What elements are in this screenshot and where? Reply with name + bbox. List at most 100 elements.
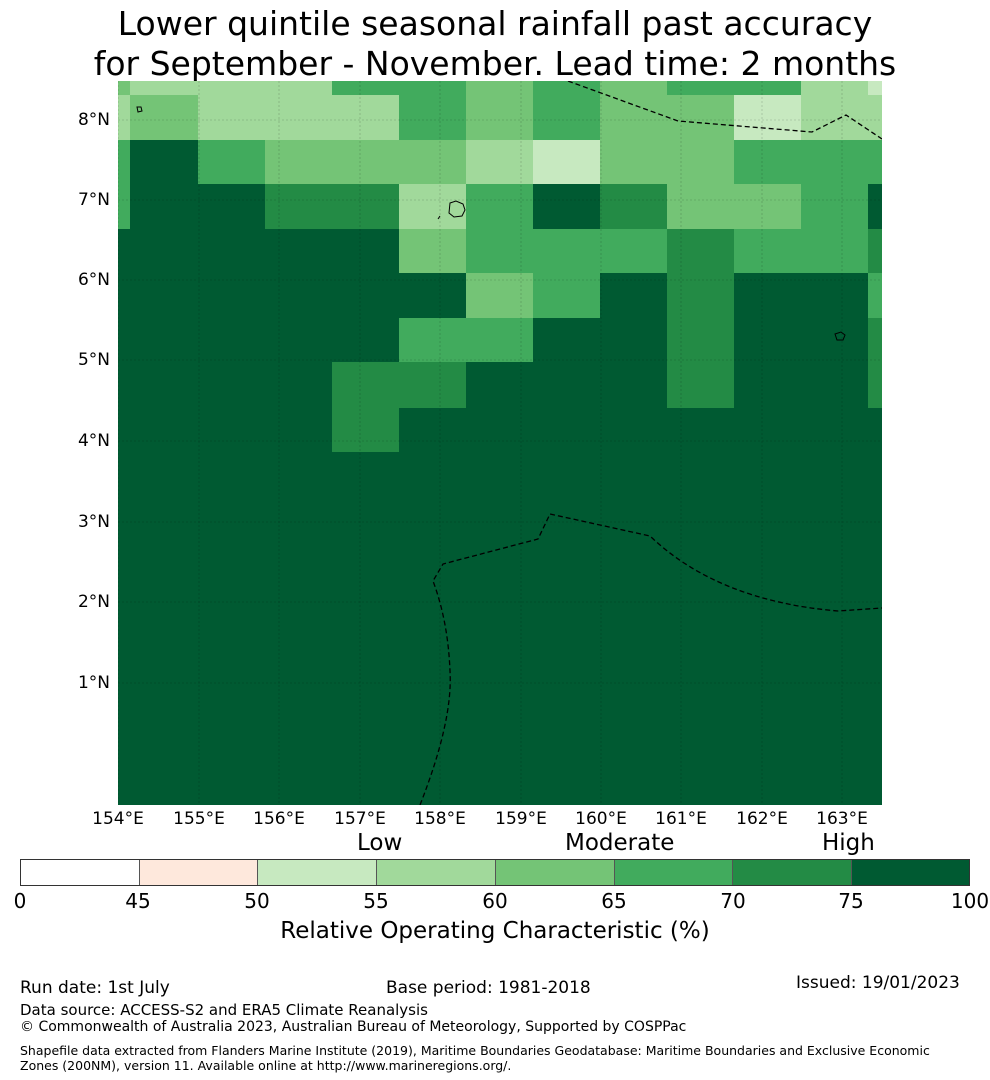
map-cell	[118, 318, 130, 362]
issued-date: Issued: 19/01/2023	[796, 973, 960, 993]
lat-label-2n: 2°N	[77, 592, 110, 612]
map-cell	[130, 81, 198, 95]
map-cell	[130, 140, 198, 184]
map-cell	[130, 318, 198, 362]
map-cell	[118, 81, 130, 95]
map-cell	[466, 140, 533, 184]
map-grid-svg	[118, 81, 882, 805]
category-label-moderate: Moderate	[565, 830, 675, 856]
category-label-high: High	[822, 830, 875, 856]
map-cell	[130, 184, 198, 229]
shapefile-credit: Shapefile data extracted from Flanders M…	[20, 1043, 930, 1073]
map-cell	[734, 140, 801, 184]
lon-label-163e: 163°E	[816, 809, 868, 829]
map-cell	[868, 140, 882, 184]
map-cell	[399, 318, 466, 362]
map-cell	[332, 81, 399, 95]
colorbar-tick: 70	[720, 889, 746, 913]
map-cell	[399, 140, 466, 184]
map-cell	[533, 140, 600, 184]
map-cell	[118, 273, 130, 318]
map-cell	[130, 362, 198, 408]
map-cell	[801, 184, 868, 229]
copyright-notice: © Commonwealth of Australia 2023, Austra…	[20, 1019, 687, 1035]
map-cell	[533, 229, 600, 273]
map-cell	[466, 184, 533, 229]
map-cell	[533, 362, 600, 408]
map-cell	[399, 184, 466, 229]
colorbar-segment-70-75	[733, 860, 852, 885]
map-cell	[600, 362, 667, 408]
map-cell	[198, 408, 265, 452]
colorbar-title: Relative Operating Characteristic (%)	[280, 918, 710, 944]
lon-label-157e: 157°E	[334, 809, 386, 829]
map-cell	[118, 140, 130, 184]
map-cell	[265, 184, 332, 229]
colorbar-segment-65-70	[615, 860, 733, 885]
map-cell	[868, 408, 882, 452]
map-cell	[265, 95, 332, 140]
map-cell	[734, 273, 801, 318]
lon-label-155e: 155°E	[173, 809, 225, 829]
map-cell	[734, 229, 801, 273]
map-cell	[801, 408, 868, 452]
colorbar-tick: 100	[950, 889, 990, 913]
map-cell	[399, 229, 466, 273]
lon-label-154e: 154°E	[92, 809, 144, 829]
colorbar-segment-55-60	[377, 860, 496, 885]
map-cell	[118, 408, 130, 452]
map-cell	[130, 408, 198, 452]
map-cell	[600, 229, 667, 273]
colorbar-tick: 50	[244, 889, 270, 913]
lon-label-159e: 159°E	[495, 809, 547, 829]
map-cell	[533, 408, 600, 452]
map-cell	[533, 273, 600, 318]
map-cell	[265, 408, 332, 452]
lon-label-161e: 161°E	[655, 809, 707, 829]
map-cell	[198, 318, 265, 362]
map-cell	[198, 81, 265, 95]
lat-label-3n: 3°N	[77, 512, 110, 532]
map-cell	[118, 229, 130, 273]
colorbar-tick: 75	[838, 889, 864, 913]
map-cell	[801, 95, 868, 140]
map-cell	[734, 318, 801, 362]
map-cell	[868, 184, 882, 229]
lon-label-160e: 160°E	[575, 809, 627, 829]
map-cell	[265, 81, 332, 95]
lat-label-7n: 7°N	[77, 190, 110, 210]
map-cell	[600, 95, 667, 140]
colorbar-segment-45-50	[140, 860, 258, 885]
map-cell	[868, 318, 882, 362]
map-cell	[332, 140, 399, 184]
map-cell	[667, 362, 734, 408]
map-cell	[801, 140, 868, 184]
map-cell	[265, 362, 332, 408]
map-cell	[466, 273, 533, 318]
colorbar-segment-75-100	[852, 860, 969, 885]
colorbar-segment-60-65	[496, 860, 615, 885]
map-cell	[466, 81, 533, 95]
lon-label-156e: 156°E	[253, 809, 305, 829]
map-cell	[667, 318, 734, 362]
map-cell	[667, 229, 734, 273]
map-cell	[801, 81, 868, 95]
map-cell	[265, 229, 332, 273]
map-cell	[667, 95, 734, 140]
map-cell	[466, 408, 533, 452]
map-cell	[399, 408, 466, 452]
map-cell	[600, 318, 667, 362]
map-cell	[399, 273, 466, 318]
map-cell	[466, 362, 533, 408]
map-cell	[667, 140, 734, 184]
map-cell	[801, 318, 868, 362]
lon-label-162e: 162°E	[736, 809, 788, 829]
map-cell	[667, 81, 734, 95]
map-cell	[332, 362, 399, 408]
map-cell	[600, 273, 667, 318]
map-cell	[667, 408, 734, 452]
map-cell	[332, 408, 399, 452]
rainfall-accuracy-map	[118, 81, 882, 805]
title-line-1: Lower quintile seasonal rainfall past ac…	[117, 4, 873, 43]
map-cell	[332, 318, 399, 362]
